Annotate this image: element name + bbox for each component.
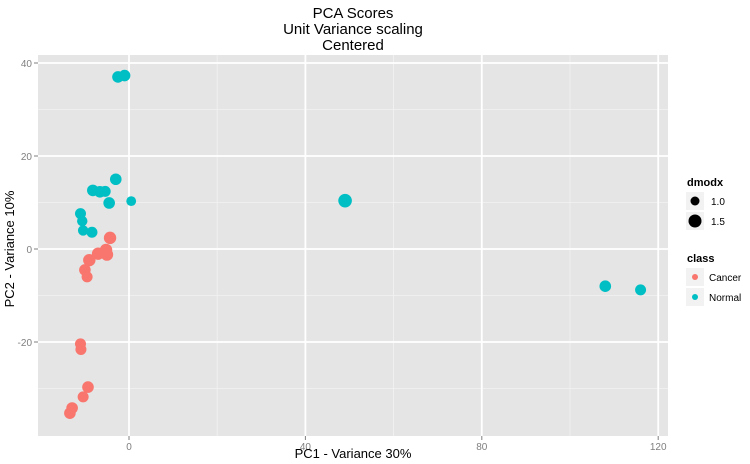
chart-title-line-3: Centered	[322, 37, 384, 54]
point-cancer	[91, 247, 105, 260]
color-legend-key-cancer	[692, 274, 698, 280]
point-cancer	[81, 271, 93, 283]
color-legend-title: class	[687, 253, 715, 265]
point-normal	[635, 284, 647, 296]
size-legend-key-1	[690, 196, 700, 206]
point-cancer	[103, 231, 117, 245]
legend: dmodx 1.0 1.5 class Cancer Normal	[686, 177, 742, 306]
point-cancer	[77, 391, 89, 403]
color-legend-key-normal	[692, 294, 698, 300]
point-normal	[103, 197, 115, 209]
point-normal	[77, 225, 89, 236]
x-axis-label: PC1 - Variance 30%	[295, 446, 412, 461]
point-cancer	[64, 407, 76, 419]
point-normal	[338, 193, 352, 208]
y-tick-label: 0	[26, 245, 32, 256]
color-legend-label-normal: Normal	[709, 293, 741, 304]
point-normal	[118, 69, 131, 82]
y-tick-label: 40	[21, 59, 33, 70]
point-normal	[599, 280, 612, 293]
point-normal	[86, 226, 98, 238]
chart-title-line-1: PCA Scores	[313, 5, 394, 22]
y-tick-label: 20	[21, 152, 33, 163]
point-cancer	[82, 381, 94, 393]
point-normal	[109, 173, 122, 186]
plot-panel	[38, 55, 668, 436]
chart-title-line-2: Unit Variance scaling	[283, 21, 423, 38]
color-legend-label-cancer: Cancer	[709, 273, 742, 284]
size-legend-label-1: 1.0	[711, 197, 725, 208]
size-legend-title: dmodx	[687, 177, 724, 189]
point-cancer	[83, 253, 96, 267]
size-legend-key-2	[688, 214, 702, 228]
point-normal	[99, 185, 111, 197]
x-tick-label: 120	[650, 442, 667, 453]
x-tick-label: 0	[126, 442, 132, 453]
point-normal	[77, 215, 88, 227]
size-legend-label-2: 1.5	[711, 217, 725, 228]
point-cancer	[75, 343, 87, 355]
point-normal	[126, 196, 137, 207]
y-axis-label: PC2 - Variance 10%	[2, 190, 17, 307]
x-tick-label: 80	[476, 442, 488, 453]
y-tick-label: -20	[18, 338, 33, 349]
x-tick-label: 40	[300, 442, 312, 453]
